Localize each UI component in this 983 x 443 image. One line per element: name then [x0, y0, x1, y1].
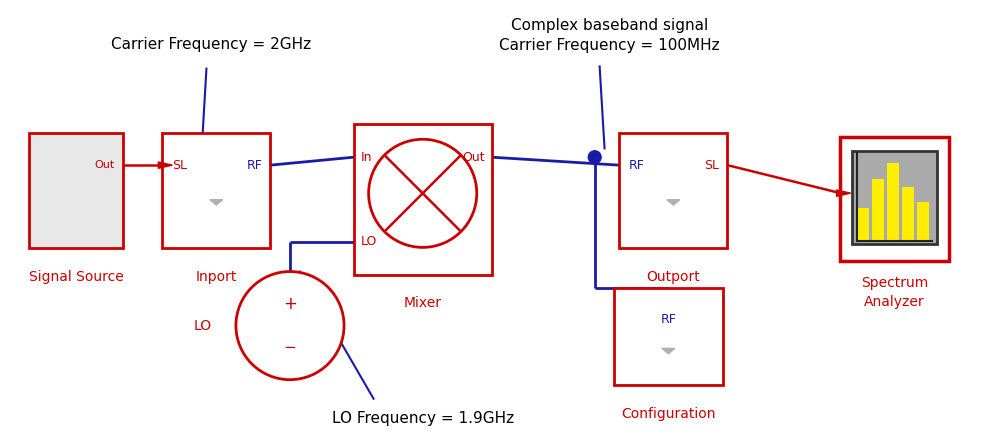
Ellipse shape — [236, 272, 344, 380]
Text: Out: Out — [94, 160, 115, 170]
FancyBboxPatch shape — [840, 137, 949, 261]
FancyBboxPatch shape — [354, 124, 492, 275]
FancyBboxPatch shape — [887, 163, 898, 241]
Text: Inport: Inport — [196, 270, 237, 284]
FancyBboxPatch shape — [917, 202, 929, 241]
Text: RF: RF — [629, 159, 645, 171]
Polygon shape — [666, 200, 680, 205]
Text: Carrier Frequency = 2GHz: Carrier Frequency = 2GHz — [111, 37, 312, 52]
Text: Signal Source: Signal Source — [29, 270, 124, 284]
Text: LO: LO — [194, 319, 211, 333]
Text: LO Frequency = 1.9GHz: LO Frequency = 1.9GHz — [331, 411, 514, 426]
FancyBboxPatch shape — [614, 288, 723, 385]
FancyBboxPatch shape — [29, 133, 123, 248]
Text: −: − — [284, 340, 296, 355]
Polygon shape — [209, 200, 223, 205]
FancyBboxPatch shape — [162, 133, 270, 248]
Ellipse shape — [588, 151, 602, 163]
Text: SL: SL — [705, 159, 720, 171]
Text: In: In — [361, 151, 373, 163]
Text: SL: SL — [172, 159, 187, 171]
Text: Outport: Outport — [647, 270, 700, 284]
Polygon shape — [158, 162, 172, 168]
FancyBboxPatch shape — [852, 151, 937, 244]
Text: RF: RF — [661, 313, 676, 326]
Text: Out: Out — [462, 151, 485, 163]
FancyBboxPatch shape — [619, 133, 727, 248]
Text: +: + — [283, 295, 297, 313]
FancyBboxPatch shape — [872, 179, 884, 241]
Polygon shape — [662, 348, 675, 354]
FancyBboxPatch shape — [902, 187, 913, 241]
Text: Complex baseband signal
Carrier Frequency = 100MHz: Complex baseband signal Carrier Frequenc… — [499, 18, 720, 53]
Polygon shape — [837, 190, 850, 196]
Text: Mixer: Mixer — [404, 296, 441, 311]
Text: Configuration: Configuration — [621, 407, 716, 421]
Text: RF: RF — [247, 159, 262, 171]
Text: LO: LO — [361, 235, 377, 248]
FancyBboxPatch shape — [857, 208, 869, 241]
Text: Spectrum
Analyzer: Spectrum Analyzer — [861, 276, 928, 309]
Ellipse shape — [369, 139, 477, 247]
